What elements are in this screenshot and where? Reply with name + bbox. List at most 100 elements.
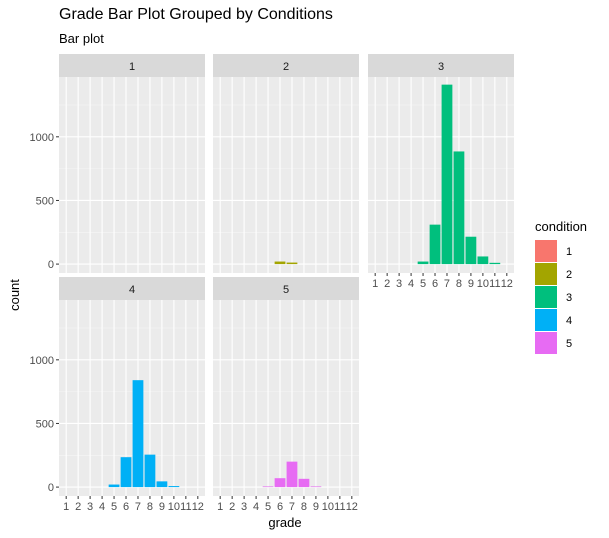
facet-strip (59, 277, 205, 300)
panel-background (368, 77, 514, 273)
panel-background (59, 77, 205, 273)
facet-strip (213, 277, 359, 300)
bar (274, 261, 286, 265)
y-tick-label: 0 (48, 259, 54, 271)
facet-strip-label: 5 (283, 284, 289, 296)
panel-background (213, 77, 359, 273)
bar (108, 484, 120, 488)
legend-key-swatch (535, 263, 557, 285)
bar (132, 380, 144, 488)
y-tick-label: 500 (36, 195, 54, 207)
x-tick-label: 2 (229, 501, 235, 513)
x-tick-label: 12 (192, 501, 204, 513)
x-tick-label: 10 (322, 501, 334, 513)
x-tick-label: 3 (241, 501, 247, 513)
x-tick-label: 8 (301, 501, 307, 513)
facet-strip-label: 4 (129, 284, 135, 296)
legend-key-swatch (535, 240, 557, 262)
bar (120, 457, 132, 488)
x-tick-label: 6 (277, 501, 283, 513)
x-tick-label: 10 (168, 501, 180, 513)
x-tick-label: 8 (147, 501, 153, 513)
facet-strip (368, 54, 514, 77)
facet-panel-3: 31 2 3 4 5 6 7 8 9 10 11 12 (368, 54, 514, 290)
x-tick-label: 2 (384, 278, 390, 290)
legend: condition 1 2 3 4 5 (535, 219, 587, 354)
x-tick-label: 7 (444, 278, 450, 290)
x-tick-label: 11 (489, 278, 500, 290)
bar (489, 262, 501, 265)
legend-key-swatch (535, 309, 557, 331)
x-axis-label: grade (268, 515, 301, 530)
x-tick-label: 12 (346, 501, 358, 513)
x-tick-label: 11 (334, 501, 345, 513)
x-tick-label: 1 (63, 501, 69, 513)
x-tick-label: 3 (87, 501, 93, 513)
legend-title: condition (535, 219, 587, 234)
x-tick-label: 7 (289, 501, 295, 513)
facet-strip-label: 1 (129, 61, 135, 73)
facet-panel-1: 1 0 500 1000 (30, 54, 205, 273)
legend-key-swatch (535, 286, 557, 308)
x-tick-label: 12 (501, 278, 513, 290)
bar (286, 262, 298, 265)
x-tick-label: 4 (99, 501, 105, 513)
x-tick-label: 10 (477, 278, 489, 290)
y-tick-label: 0 (48, 482, 54, 494)
legend-keys: 1 2 3 4 5 (535, 240, 572, 354)
bar (465, 236, 477, 265)
panel-background (213, 300, 359, 496)
y-axis-label: count (7, 279, 22, 311)
x-tick-label: 1 (217, 501, 223, 513)
legend-key-label: 4 (566, 315, 572, 327)
x-tick-label: 8 (456, 278, 462, 290)
x-tick-label: 9 (159, 501, 165, 513)
bar (168, 486, 180, 488)
facet-strip (59, 54, 205, 77)
x-tick-label: 9 (468, 278, 474, 290)
x-tick-label: 5 (111, 501, 117, 513)
x-tick-label: 4 (253, 501, 259, 513)
facet-strip-label: 3 (438, 61, 444, 73)
bar (477, 256, 489, 265)
x-tick-label: 2 (75, 501, 81, 513)
chart-title: Grade Bar Plot Grouped by Conditions (59, 6, 333, 23)
x-tick-label: 3 (396, 278, 402, 290)
chart-subtitle: Bar plot (59, 31, 104, 46)
y-tick-label: 500 (36, 418, 54, 430)
bar (262, 486, 274, 488)
x-tick-label: 11 (180, 501, 191, 513)
facet-strip-label: 2 (283, 61, 289, 73)
x-tick-label: 5 (265, 501, 271, 513)
bar (156, 481, 168, 488)
bar (310, 486, 322, 488)
facet-strip (213, 54, 359, 77)
bar (453, 151, 465, 265)
legend-key-swatch (535, 332, 557, 354)
bar (417, 261, 429, 265)
x-tick-label: 9 (313, 501, 319, 513)
facet-panel-5: 51 2 3 4 5 6 7 8 9 10 11 12 (213, 277, 359, 513)
x-tick-label: 6 (432, 278, 438, 290)
bar (429, 224, 441, 265)
x-tick-label: 4 (408, 278, 414, 290)
panel-background (59, 300, 205, 496)
y-tick-label: 1000 (30, 132, 54, 144)
bar (144, 454, 156, 488)
bar (286, 461, 298, 488)
bar (274, 478, 286, 488)
legend-key-label: 1 (566, 246, 572, 258)
x-tick-label: 5 (420, 278, 426, 290)
bar (441, 84, 453, 265)
facet-panel-2: 2 (213, 54, 359, 273)
bar (298, 478, 310, 488)
x-tick-label: 1 (372, 278, 378, 290)
x-tick-label: 6 (123, 501, 129, 513)
y-tick-label: 1000 (30, 355, 54, 367)
legend-key-label: 5 (566, 338, 572, 350)
x-tick-label: 7 (135, 501, 141, 513)
legend-key-label: 3 (566, 292, 572, 304)
